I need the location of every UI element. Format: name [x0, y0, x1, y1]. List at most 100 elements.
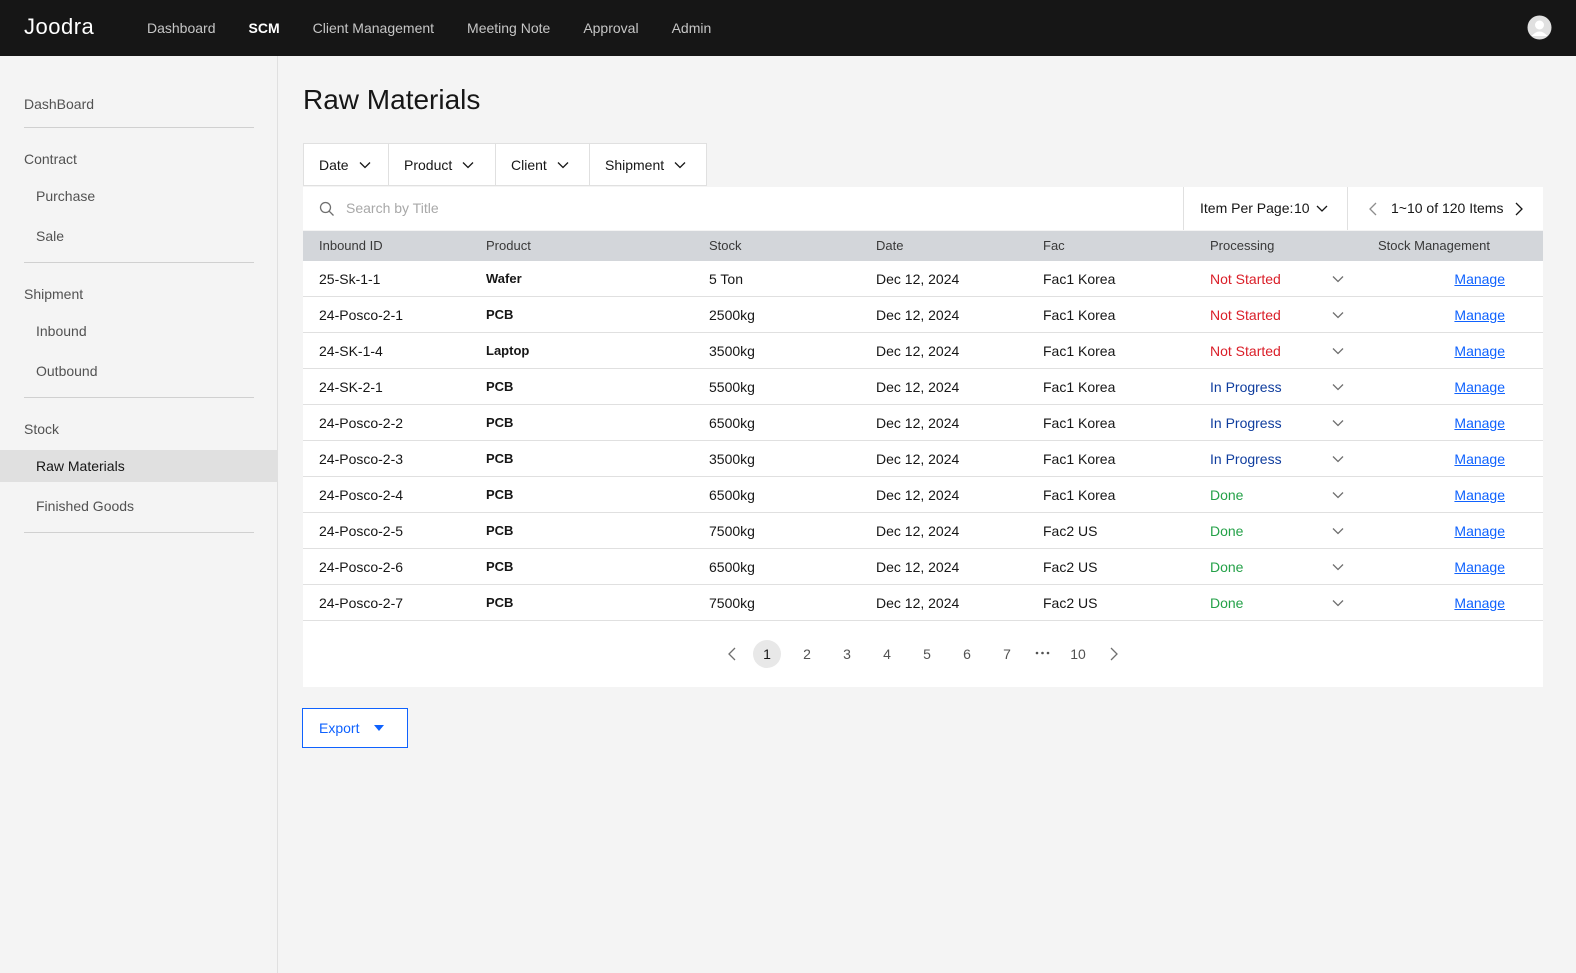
- processing-status[interactable]: Not Started: [1210, 307, 1281, 323]
- sidebar-item-label[interactable]: Finished Goods: [36, 498, 135, 514]
- nav-item[interactable]: Admin: [671, 20, 712, 36]
- cell: Dec 12, 2024: [876, 595, 960, 611]
- sidebar-item[interactable]: Finished Goods: [0, 490, 277, 522]
- prev-page[interactable]: [727, 647, 737, 661]
- chevron[interactable]: [1332, 599, 1344, 607]
- chevron[interactable]: [557, 161, 569, 169]
- chevron[interactable]: [1332, 455, 1344, 463]
- avatar[interactable]: [1527, 15, 1552, 40]
- chevron[interactable]: [1332, 491, 1344, 499]
- cell: 25-Sk-1-1: [319, 271, 381, 287]
- sidebar-item[interactable]: Outbound: [0, 355, 277, 387]
- sidebar-item-label[interactable]: Outbound: [36, 363, 98, 379]
- range-text: 1~10 of 120 Items: [1391, 200, 1504, 216]
- filter-label[interactable]: Shipment: [605, 156, 665, 173]
- cell: Fac1 Korea: [1043, 451, 1116, 467]
- manage-link[interactable]: Manage: [1454, 451, 1505, 467]
- column-header: Inbound ID: [319, 238, 383, 253]
- chevron[interactable]: [359, 161, 371, 169]
- processing-status[interactable]: In Progress: [1210, 415, 1282, 431]
- caret[interactable]: [373, 724, 385, 732]
- manage-link[interactable]: Manage: [1454, 343, 1505, 359]
- per-page-value[interactable]: 10: [1294, 200, 1310, 216]
- manage-link[interactable]: Manage: [1454, 415, 1505, 431]
- sidebar-section[interactable]: Stock: [24, 421, 60, 437]
- nav-item[interactable]: Dashboard: [147, 20, 216, 36]
- table-row: 24-SK-1-4 Laptop 3500kg Dec 12, 2024 Fac1 Ko…: [303, 333, 1543, 369]
- chevron[interactable]: [1332, 311, 1344, 319]
- divider: [24, 397, 254, 398]
- manage-link[interactable]: Manage: [1454, 271, 1505, 287]
- cell: Dec 12, 2024: [876, 451, 960, 467]
- filter-label[interactable]: Client: [511, 156, 547, 173]
- page-number[interactable]: 7: [1003, 646, 1011, 662]
- chevron[interactable]: [1332, 419, 1344, 427]
- logo[interactable]: Joodra: [24, 14, 95, 39]
- page-number[interactable]: 4: [883, 646, 891, 662]
- column-header: Fac: [1043, 238, 1065, 253]
- page-number[interactable]: 5: [923, 646, 931, 662]
- filter-label[interactable]: Date: [319, 156, 349, 173]
- nav-item[interactable]: Approval: [583, 20, 639, 36]
- sidebar-item-label[interactable]: Sale: [36, 228, 65, 244]
- chevron[interactable]: [674, 161, 686, 169]
- processing-status[interactable]: Not Started: [1210, 343, 1281, 359]
- chevron[interactable]: [1332, 383, 1344, 391]
- chevron[interactable]: [1332, 275, 1344, 283]
- export-label[interactable]: Export: [319, 720, 360, 736]
- chevron[interactable]: [1316, 203, 1328, 213]
- nav-item[interactable]: Meeting Note: [467, 20, 551, 36]
- next-range[interactable]: [1514, 202, 1524, 216]
- sidebar-item[interactable]: Sale: [0, 220, 277, 252]
- sidebar-item-label[interactable]: Raw Materials: [36, 458, 125, 474]
- chevron[interactable]: [1332, 563, 1344, 571]
- cell: Dec 12, 2024: [876, 307, 960, 323]
- filter-label[interactable]: Product: [404, 156, 453, 173]
- nav-item[interactable]: SCM: [248, 20, 280, 36]
- page-number[interactable]: 3: [843, 646, 851, 662]
- manage-link[interactable]: Manage: [1454, 487, 1505, 503]
- page-number[interactable]: 6: [963, 646, 971, 662]
- search-input[interactable]: Search by Title: [346, 200, 439, 216]
- cell: 6500kg: [709, 487, 755, 503]
- filter-dropdown[interactable]: Client: [495, 143, 590, 186]
- filter-dropdown[interactable]: Product: [388, 143, 496, 186]
- page-number[interactable]: 1: [753, 640, 781, 668]
- manage-link[interactable]: Manage: [1454, 307, 1505, 323]
- manage-link[interactable]: Manage: [1454, 559, 1505, 575]
- cell: PCB: [486, 379, 514, 394]
- table-row: 25-Sk-1-1 Wafer 5 Ton Dec 12, 2024 Fac1 Kore…: [303, 261, 1543, 297]
- sidebar-section[interactable]: Contract: [24, 151, 77, 167]
- processing-status[interactable]: Done: [1210, 487, 1244, 503]
- sidebar-item[interactable]: Inbound: [0, 315, 277, 347]
- sidebar-item[interactable]: Purchase: [0, 180, 277, 212]
- manage-link[interactable]: Manage: [1454, 379, 1505, 395]
- processing-status[interactable]: In Progress: [1210, 451, 1282, 467]
- processing-status[interactable]: Done: [1210, 595, 1244, 611]
- processing-status[interactable]: Done: [1210, 559, 1244, 575]
- page-number[interactable]: 10: [1070, 646, 1086, 662]
- sidebar-item-label[interactable]: Inbound: [36, 323, 87, 339]
- sidebar-item-label[interactable]: Purchase: [36, 188, 96, 204]
- chevron[interactable]: [1332, 527, 1344, 535]
- sidebar-section[interactable]: DashBoard: [24, 96, 95, 112]
- filter-dropdown[interactable]: Date: [303, 143, 389, 186]
- chevron[interactable]: [1332, 347, 1344, 355]
- sidebar-section[interactable]: Shipment: [24, 286, 84, 302]
- processing-status[interactable]: Not Started: [1210, 271, 1281, 287]
- page-number[interactable]: 2: [803, 646, 811, 662]
- sidebar-item[interactable]: Raw Materials: [0, 450, 277, 482]
- nav-item[interactable]: Client Management: [312, 20, 435, 36]
- manage-link[interactable]: Manage: [1454, 595, 1505, 611]
- cell: 24-SK-1-4: [319, 343, 383, 359]
- manage-link[interactable]: Manage: [1454, 523, 1505, 539]
- processing-status[interactable]: Done: [1210, 523, 1244, 539]
- filter-dropdown[interactable]: Shipment: [589, 143, 707, 186]
- prev-range[interactable]: [1368, 202, 1378, 216]
- search-bar: Search by Title Item Per Page: 10 1~10 o…: [303, 187, 1543, 230]
- chevron[interactable]: [462, 161, 474, 169]
- processing-status[interactable]: In Progress: [1210, 379, 1282, 395]
- cell: Fac1 Korea: [1043, 487, 1116, 503]
- next-page[interactable]: [1109, 647, 1119, 661]
- export-button[interactable]: Export: [302, 708, 408, 748]
